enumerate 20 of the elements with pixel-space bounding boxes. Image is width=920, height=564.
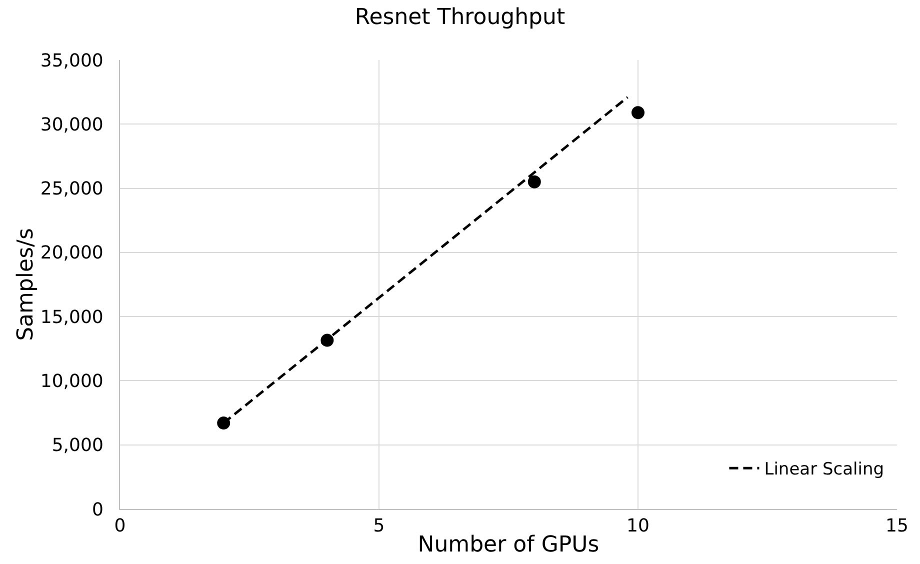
y-tick-label: 35,000 [40,50,104,72]
x-tick-label: 0 [114,516,126,537]
point [320,334,334,347]
y-tick-label: 25,000 [40,178,104,200]
x-axis-title: Number of GPUs [418,532,600,558]
point [528,175,541,188]
point [632,106,644,120]
y-tick-label: 5,000 [52,435,104,456]
y-tick-label: 20,000 [40,242,104,264]
y-tick-label: 0 [92,499,104,520]
point [217,416,230,430]
x-tick-label: 5 [373,516,385,537]
chart-title: Resnet Throughput [354,4,566,30]
legend-label: Linear Scaling [764,460,884,480]
y-tick-label: 10,000 [40,371,104,392]
y-axis-title: Samples/s [13,228,38,341]
x-tick-label: 10 [626,516,650,537]
y-tick-label: 30,000 [40,114,104,136]
x-tick-label: 15 [886,516,908,537]
y-tick-label: 15,000 [40,306,104,328]
